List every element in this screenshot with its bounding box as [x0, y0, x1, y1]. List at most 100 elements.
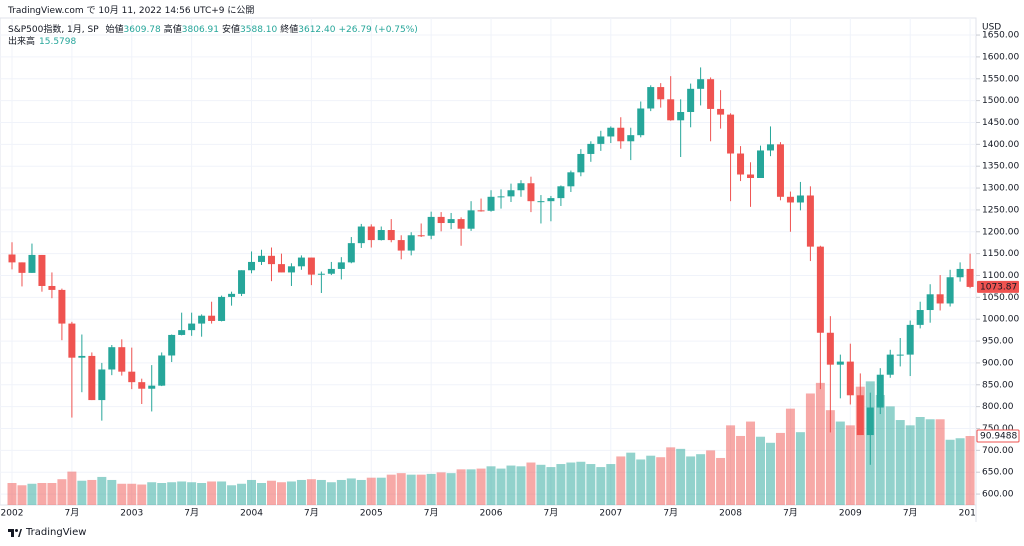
volume-bar — [646, 455, 656, 505]
y-tick-label: 1250.00 — [982, 205, 1019, 215]
volume-bar — [107, 479, 117, 505]
candle-body — [637, 108, 645, 136]
candle-body — [816, 246, 824, 333]
brand: TradingView — [8, 527, 86, 538]
candle-body — [387, 230, 395, 241]
x-tick-label: 2010 — [959, 509, 982, 519]
volume-bar — [276, 482, 286, 505]
y-tick-label: 1500.00 — [982, 96, 1019, 106]
volume-bar — [925, 419, 935, 505]
candle-body — [407, 235, 415, 251]
field-label: 始値 — [105, 25, 124, 35]
last-volume-box — [976, 429, 1020, 443]
volume-bar — [296, 479, 306, 505]
candle-body — [966, 268, 974, 287]
candle-body — [557, 186, 565, 199]
candle-body — [148, 385, 156, 389]
volume-bar — [905, 425, 915, 505]
candle-body — [766, 144, 774, 151]
last-price-label: 1073.87 — [980, 282, 1017, 292]
x-tick-label: 2009 — [839, 509, 862, 519]
volume-value: 15.5798 — [39, 37, 77, 47]
candle-body — [108, 347, 116, 370]
volume-bar — [97, 476, 107, 505]
candle-body — [507, 190, 515, 197]
candle-body — [8, 254, 16, 263]
brand-name: TradingView — [26, 527, 87, 538]
volume-bar — [406, 474, 416, 505]
volume-bar — [536, 464, 546, 505]
volume-bar — [436, 472, 446, 505]
volume-bar — [526, 462, 536, 505]
volume-bar — [376, 477, 386, 505]
change: +26.79 (+0.75%) — [338, 25, 418, 35]
volume-bar — [396, 473, 406, 505]
candle-body — [138, 382, 146, 389]
volume-bar — [696, 454, 706, 505]
candle-body — [317, 273, 325, 275]
time-axis: 2002 7月 2003 7月 2004 7月 2005 7月 2006 7月 2007 7月 2008… — [1, 508, 982, 519]
x-tick-label: 7月 — [903, 508, 918, 519]
field-value: 3609.78 — [123, 25, 161, 35]
candle-body — [517, 183, 525, 191]
volume-bar — [237, 483, 247, 505]
x-tick-label: 7月 — [65, 508, 80, 519]
candle-body — [208, 315, 216, 321]
candle-body — [397, 240, 405, 251]
volume-bar — [356, 479, 366, 505]
field-value: 3612.40 — [298, 25, 336, 35]
volume-bar — [157, 483, 167, 505]
candle-body — [457, 219, 465, 229]
candle-body — [796, 195, 804, 203]
candle-body — [946, 277, 954, 304]
y-tick-label: 1150.00 — [982, 249, 1019, 259]
volume-bar — [815, 382, 825, 505]
volume-bar — [177, 481, 187, 505]
volume-bar — [77, 480, 87, 505]
volume-bar — [516, 466, 526, 505]
last-volume-label: 90.9488 — [980, 432, 1017, 442]
volume-bar — [875, 395, 885, 505]
brand-logo — [8, 528, 22, 537]
volume-bar — [486, 466, 496, 505]
field-label: 高値 — [163, 25, 182, 35]
candle-body — [48, 285, 56, 290]
candle-body — [98, 369, 106, 401]
x-tick-label: 2003 — [120, 509, 143, 519]
candle-body — [757, 150, 764, 179]
candle-body — [916, 310, 924, 325]
candle-body — [188, 323, 196, 331]
candle-body — [896, 354, 904, 356]
volume-bar — [706, 450, 716, 505]
volume-bar — [416, 474, 426, 505]
candle-body — [707, 79, 715, 109]
x-tick-label: 2007 — [599, 509, 622, 519]
candle-body — [417, 235, 425, 237]
y-tick-label: 1050.00 — [982, 293, 1019, 303]
volume-bar — [137, 484, 147, 505]
candle-body — [287, 266, 295, 273]
candle-body — [307, 257, 315, 275]
candle-body — [38, 254, 46, 286]
legend: S&P500指数, 1月, SP 始値3609.78 高値3806.91 安値358… — [8, 22, 421, 35]
volume-bar — [686, 456, 696, 505]
y-tick-label: 1450.00 — [982, 118, 1019, 128]
candle-body — [28, 254, 36, 273]
candle-body — [906, 324, 914, 355]
volume-bar — [626, 452, 636, 505]
candle-body — [936, 294, 944, 304]
volume-bar — [616, 456, 626, 505]
candle-body — [467, 210, 475, 229]
volume-bar — [785, 408, 795, 505]
published-note: TradingView.com で 10月 11, 2022 14:56 UTC… — [8, 6, 255, 16]
candle-body — [737, 153, 745, 175]
volume-bar — [636, 459, 646, 505]
x-tick-label: 7月 — [304, 508, 319, 519]
candle-body — [667, 99, 675, 121]
volume-bar — [147, 482, 157, 505]
candle-body — [267, 255, 275, 265]
candle-body — [178, 330, 186, 335]
candle-body — [248, 261, 256, 271]
